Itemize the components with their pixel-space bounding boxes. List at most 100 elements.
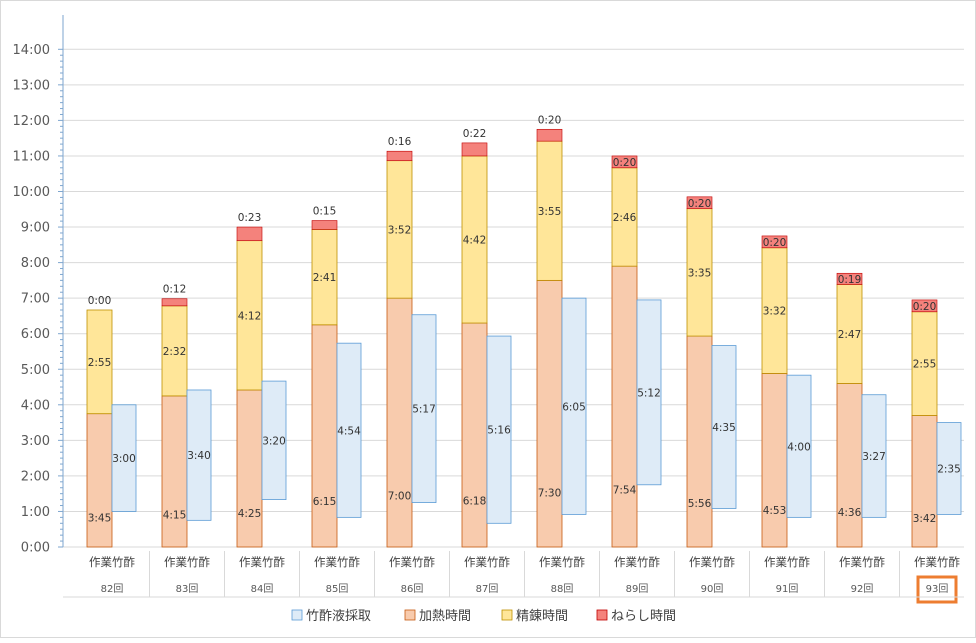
category-label-line1: 作業竹酢 [614,555,660,569]
bar-segment-saisyu [561,297,587,515]
bar-segment-kanetsu [86,413,113,548]
data-label-seiren: 4:42 [463,234,487,246]
category-label-line1: 作業竹酢 [89,555,135,569]
bar-segment-seiren [161,305,188,397]
bar-segment-kanetsu [911,415,938,548]
data-label-kanetsu: 7:54 [613,485,637,497]
bar-segment-kanetsu [161,395,188,548]
bar-segment-saisyu [486,335,512,524]
bar-segment-saisyu [786,374,812,518]
category-label-line1: 作業竹酢 [164,555,210,569]
data-label-saisyu: 3:00 [112,453,136,465]
bar-segment-kanetsu [461,322,488,548]
data-label-narashi: 0:20 [538,114,562,126]
y-tick-label: 5:00 [21,363,50,378]
data-label-kanetsu: 4:36 [838,507,862,519]
bar-segment-kanetsu [236,389,263,548]
bar-segment-saisyu [711,345,737,509]
bar-segment-kanetsu [836,383,863,548]
y-tick-label: 6:00 [21,327,50,342]
data-label-kanetsu: 3:42 [913,513,937,525]
category-label-line1: 作業竹酢 [389,555,435,569]
bar-segment-saisyu [111,404,137,512]
data-label-seiren: 3:32 [763,306,787,318]
bar-segment-saisyu [336,342,362,518]
category-label: 82回 [101,583,124,595]
category-label: 86回 [401,583,424,595]
legend-swatch-kanetsu [404,609,416,621]
category-label-line1: 作業竹酢 [464,555,510,569]
data-label-kanetsu: 6:18 [463,495,487,507]
legend-label-narashi: ねらし時間 [611,609,676,624]
legend-swatch-narashi [596,609,608,621]
bar-segment-seiren [611,167,638,267]
bar-segment-seiren [536,140,563,281]
category-label-line1: 作業竹酢 [914,555,960,569]
data-label-narashi: 0:20 [763,237,787,249]
y-tick-label: 11:00 [13,149,50,164]
category-label-line1: 作業竹酢 [539,555,585,569]
y-tick-label: 13:00 [13,78,50,93]
category-label: 85回 [326,583,349,595]
bar-segment-seiren [911,311,938,416]
legend-label-saisyu: 竹酢液採取 [306,609,371,624]
bar-segment-seiren [461,155,488,324]
bar-segment-kanetsu [386,297,413,548]
category-label: 93回 [926,583,949,595]
data-label-saisyu: 4:35 [712,422,736,434]
y-tick-label: 8:00 [21,256,50,271]
data-label-saisyu: 5:12 [637,387,661,399]
data-label-seiren: 2:41 [313,272,337,284]
data-label-narashi: 0:20 [613,157,637,169]
data-label-saisyu: 3:40 [187,450,211,462]
data-label-saisyu: 4:00 [787,441,811,453]
bar-segment-seiren [686,208,713,337]
bar-segment-kanetsu [536,279,563,548]
bar-segment-saisyu [636,299,662,486]
y-tick-label: 4:00 [21,398,50,413]
bar-segment-narashi [236,226,263,241]
legend-swatch-seiren [501,609,513,621]
data-label-saisyu: 3:27 [862,451,886,463]
data-label-seiren: 2:55 [88,357,112,369]
data-label-seiren: 2:32 [163,346,187,358]
data-label-narashi: 0:16 [388,136,412,148]
data-label-kanetsu: 4:15 [163,509,187,521]
category-label-line1: 作業竹酢 [689,555,735,569]
y-tick-label: 0:00 [21,541,50,556]
data-label-kanetsu: 6:15 [313,496,337,508]
y-tick-label: 10:00 [13,185,50,200]
category-label-line1: 作業竹酢 [314,555,360,569]
bar-segment-kanetsu [761,372,788,548]
y-tick-label: 12:00 [13,114,50,129]
bar-segment-narashi [836,272,863,285]
category-label-line1: 作業竹酢 [239,555,285,569]
data-label-seiren: 2:55 [913,359,937,371]
category-label: 87回 [476,583,499,595]
category-label: 91回 [776,583,799,595]
bar-segment-narashi [311,220,338,230]
bar-segment-narashi [161,298,188,307]
data-label-saisyu: 4:54 [337,425,361,437]
highlight-box [916,575,958,604]
y-tick-label: 3:00 [21,434,50,449]
data-label-narashi: 0:20 [913,301,937,313]
bar-segment-narashi [461,142,488,157]
data-label-kanetsu: 5:56 [688,498,712,510]
data-label-narashi: 0:19 [838,274,862,286]
category-label-line1: 作業竹酢 [839,555,885,569]
data-label-saisyu: 3:20 [262,435,286,447]
bar-segment-narashi [611,155,638,169]
category-label: 88回 [551,583,574,595]
data-label-saisyu: 5:16 [487,425,511,437]
data-label-narashi: 0:23 [238,212,262,224]
data-label-saisyu: 2:35 [937,463,961,475]
bar-segment-saisyu [936,422,962,515]
data-label-seiren: 3:52 [388,224,412,236]
data-label-kanetsu: 7:30 [538,487,562,499]
data-label-seiren: 4:12 [238,310,262,322]
bar-segment-narashi [911,299,938,313]
data-label-kanetsu: 4:25 [238,508,262,520]
